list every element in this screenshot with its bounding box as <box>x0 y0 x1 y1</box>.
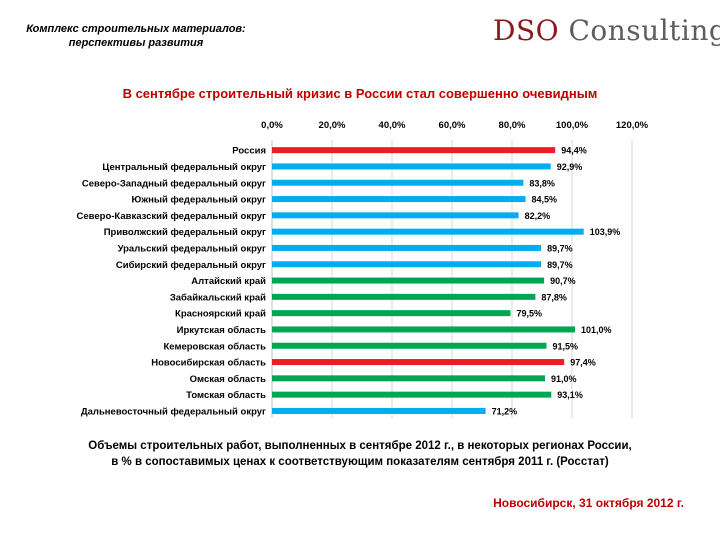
bar-value-label: 94,4% <box>561 146 587 156</box>
category-label: Северо-Западный федеральный округ <box>82 178 266 189</box>
category-label: Северо-Кавказский федеральный округ <box>77 211 267 222</box>
bar-value-label: 89,7% <box>547 260 573 270</box>
bar-value-label: 92,9% <box>557 162 583 172</box>
bar-value-label: 97,4% <box>570 358 596 368</box>
bar-value-label: 93,1% <box>557 390 583 400</box>
bar <box>272 147 556 154</box>
bar <box>272 310 511 317</box>
category-label: Уральский федеральный округ <box>118 243 266 254</box>
logo-dso-text: DSO <box>493 14 560 47</box>
bar-value-label: 91,5% <box>553 341 579 351</box>
bar <box>272 277 545 284</box>
bar <box>272 261 542 268</box>
category-label: Омская область <box>190 374 266 385</box>
bar-value-label: 91,0% <box>551 374 577 384</box>
bar-value-label: 101,0% <box>581 325 612 335</box>
bar <box>272 375 545 382</box>
presentation-subtitle: Комплекс строительных материалов: перспе… <box>6 22 266 50</box>
dso-consulting-logo: DSO Consulting <box>493 14 720 47</box>
x-tick-label: 60,0% <box>439 120 466 131</box>
x-tick-label: 0,0% <box>261 120 283 131</box>
chart-caption: Объемы строительных работ, выполненных в… <box>40 438 680 470</box>
bar <box>272 163 551 170</box>
bar <box>272 293 536 300</box>
category-label: Новосибирская область <box>151 358 266 369</box>
category-label: Сибирский федеральный округ <box>116 260 266 271</box>
bar <box>272 391 552 398</box>
category-label: Центральный федеральный округ <box>102 162 266 173</box>
bar <box>272 196 526 203</box>
bar-value-label: 71,2% <box>492 406 518 416</box>
bar-value-label: 83,8% <box>529 178 555 188</box>
bar <box>272 326 575 333</box>
x-tick-label: 20,0% <box>319 120 346 131</box>
logo-consulting-text: Consulting <box>559 14 720 47</box>
category-label: Иркутская область <box>177 325 267 336</box>
footer-date: Новосибирск, 31 октября 2012 г. <box>493 496 684 510</box>
regional-construction-bar-chart: 0,0% 20,0% 40,0% 60,0% 80,0% 100,0% 120,0% Росс… <box>77 120 649 418</box>
x-tick-label: 120,0% <box>616 120 649 131</box>
bar-value-label: 90,7% <box>550 276 576 286</box>
category-label: Томская область <box>186 390 266 401</box>
bar-value-label: 103,9% <box>590 227 621 237</box>
bar-value-label: 84,5% <box>532 195 558 205</box>
x-tick-label: 100,0% <box>556 120 589 131</box>
bar <box>272 212 519 219</box>
bar <box>272 228 584 235</box>
bar <box>272 179 524 186</box>
subtitle-line-1: Комплекс строительных материалов: <box>26 23 246 35</box>
category-label: Забайкальский край <box>170 292 266 303</box>
category-label: Алтайский край <box>191 276 266 287</box>
bar-value-label: 79,5% <box>517 309 543 319</box>
page-title: В сентябре строительный кризис в России … <box>122 86 598 101</box>
bar <box>272 359 565 366</box>
x-tick-label: 80,0% <box>499 120 526 131</box>
category-label: Красноярский край <box>175 309 266 320</box>
category-label: Кемеровская область <box>163 341 266 352</box>
bar-value-label: 89,7% <box>547 243 573 253</box>
caption-line-1: Объемы строительных работ, выполненных в… <box>88 440 632 452</box>
category-label: Приволжский федеральный округ <box>104 227 266 238</box>
subtitle-line-2: перспективы развития <box>68 37 204 49</box>
bar <box>272 244 542 251</box>
bar-value-label: 82,2% <box>525 211 551 221</box>
category-label: Россия <box>232 146 266 157</box>
caption-line-2: в % в сопоставимых ценах к соответствующ… <box>111 456 609 468</box>
category-label: Дальневосточный федеральный округ <box>81 406 266 417</box>
bar-value-label: 87,8% <box>541 292 567 302</box>
bar <box>272 407 486 414</box>
category-label: Южный федеральный округ <box>131 195 266 206</box>
x-tick-label: 40,0% <box>379 120 406 131</box>
bar <box>272 342 547 349</box>
